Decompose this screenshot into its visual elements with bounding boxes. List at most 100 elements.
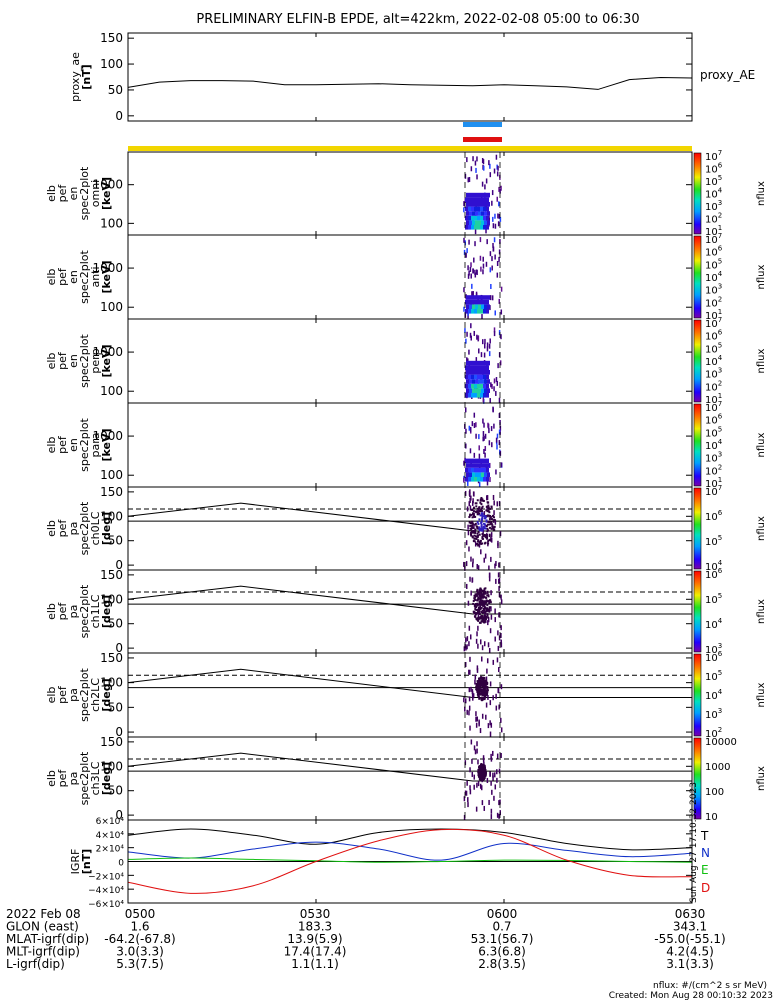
spectrogram-cell — [469, 192, 472, 198]
pitch-angle-cell — [477, 540, 480, 543]
footer-row-value: 53.1(56.7) — [471, 932, 534, 946]
pitch-angle-cell — [487, 542, 490, 545]
y-axis-label: elb — [45, 603, 58, 620]
spectrogram-cell — [475, 220, 478, 225]
spectrogram-cell — [472, 360, 475, 366]
panel-frame — [127, 652, 693, 738]
spectrogram-cell — [467, 265, 469, 271]
spectrogram-cell — [471, 197, 474, 202]
spectrogram-cell — [465, 393, 468, 398]
pitch-angle-cell — [483, 698, 486, 701]
pitch-angle-cell — [485, 534, 488, 537]
pitch-angle-cell — [484, 606, 487, 609]
pitch-angle-cell — [477, 689, 480, 692]
spectrogram-cell — [477, 467, 480, 473]
pitch-angle-cell — [478, 602, 481, 605]
spectrogram-cell — [480, 197, 483, 202]
pitch-angle-cell — [473, 537, 476, 540]
pitch-angle-cell — [485, 676, 488, 682]
series-N — [127, 841, 693, 861]
spectrogram-cell — [484, 433, 487, 439]
pitch-angle-cell — [472, 599, 475, 602]
colorbar-tick-exponent: 5 — [718, 669, 722, 677]
spectrogram-cell — [465, 374, 468, 380]
pitch-angle-cell — [474, 596, 477, 599]
spectrogram-cell — [488, 351, 491, 357]
pitch-angle-cell — [491, 525, 494, 528]
spectrogram-cell — [488, 217, 490, 223]
pitch-angle-cell — [485, 525, 488, 528]
pitch-angle-cell — [485, 714, 487, 720]
spectrogram-cell — [489, 338, 491, 344]
pitch-angle-cell — [468, 641, 470, 647]
pitch-angle-cell — [480, 769, 483, 772]
y-tick-label: 150 — [100, 568, 123, 582]
spectrogram-cell — [492, 216, 494, 222]
pitch-angle-cell — [466, 506, 469, 512]
spectrogram-cell — [498, 256, 500, 262]
colorbar-tick-label: 104 — [705, 688, 723, 702]
y-tick-label: 100 — [100, 57, 123, 71]
pitch-angle-cell — [486, 594, 489, 597]
pitch-angle-cell — [492, 775, 494, 781]
footer-row-value: 183.3 — [298, 920, 332, 934]
pitch-angle-cell — [486, 506, 488, 512]
spectrogram-cell — [475, 295, 478, 300]
pitch-angle-cell — [478, 686, 481, 689]
pitch-angle-cell — [485, 509, 488, 512]
spectrogram-cell — [474, 467, 477, 473]
spectrogram-cell — [472, 379, 475, 384]
pitch-angle-cell — [477, 509, 480, 515]
pitch-angle-cell — [481, 594, 484, 597]
pitch-angle-cell — [484, 693, 487, 696]
spectrogram-cell — [478, 202, 481, 207]
pitch-angle-cell — [480, 525, 483, 528]
spectrogram-cell — [470, 323, 472, 329]
spectrogram-cell — [481, 295, 484, 300]
pitch-angle-cell — [479, 498, 482, 501]
spectrogram-cell — [482, 269, 484, 275]
spectrogram-cell — [466, 304, 469, 309]
pitch-angle-cell — [477, 768, 480, 771]
y-axis-label: [nT] — [80, 64, 93, 89]
pitch-angle-cell — [481, 770, 484, 773]
pitch-angle-cell — [481, 533, 484, 536]
spectrogram-cell — [472, 211, 475, 216]
y-axis-label: [deg] — [100, 762, 113, 795]
pitch-angle-cell — [473, 530, 476, 533]
pitch-angle-cells — [463, 572, 503, 654]
pitch-angle-cell — [500, 625, 502, 631]
pitch-angle-cell — [484, 541, 487, 544]
spectrogram-cell — [492, 223, 495, 229]
spectrogram-cell — [480, 467, 483, 473]
spectrogram-cell — [486, 480, 489, 486]
pitch-angle-cell — [480, 521, 483, 524]
spectrogram-cell — [491, 256, 493, 262]
loss-cone-line — [127, 668, 692, 698]
y-axis-label: spec2plot — [78, 250, 91, 304]
pitch-angle-cell — [495, 578, 497, 584]
pitch-angle-cell — [473, 604, 476, 607]
spectrogram-cell — [475, 422, 477, 428]
pitch-angle-cell — [469, 576, 471, 582]
pitch-angle-cell — [483, 765, 486, 768]
spectrogram-cell — [486, 374, 489, 380]
spectrogram-cell — [483, 165, 485, 171]
spectrogram-cell — [475, 211, 478, 216]
footer-row-value: 17.4(17.4) — [284, 945, 347, 959]
spectrogram-cell — [463, 477, 465, 483]
colorbar-tick-label: 100 — [705, 787, 724, 798]
pitch-angle-cell — [486, 613, 489, 616]
pitch-angle-cells — [463, 656, 503, 737]
spectrogram-cell — [469, 295, 472, 300]
y-axis-label: anti — [89, 266, 102, 287]
pitch-angle-cell — [471, 522, 474, 525]
spectrogram-cell — [487, 202, 490, 207]
spectrogram-cell — [468, 365, 471, 370]
pitch-angle-cell — [476, 543, 479, 546]
spectrogram-cell — [466, 331, 468, 337]
spectrogram-cell — [469, 370, 472, 375]
pitch-angle-cell — [482, 689, 485, 692]
pitch-angle-cell — [476, 521, 479, 524]
pitch-angle-cell — [479, 679, 482, 682]
